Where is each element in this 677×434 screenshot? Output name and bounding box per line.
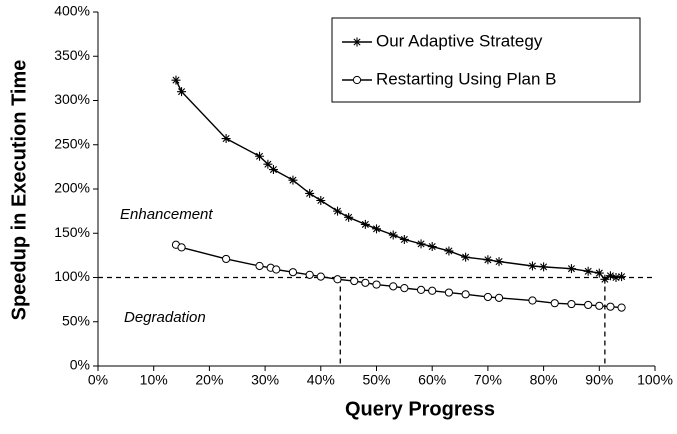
x-axis-label: Query Progress [345,398,495,420]
data-point [268,165,278,175]
data-point [594,268,604,278]
data-point [416,239,426,249]
data-point [360,219,370,229]
x-tick-label: 10% [140,372,168,388]
data-point [333,275,342,284]
data-point [222,254,231,264]
y-tick-label: 100% [54,268,90,284]
data-point [444,246,454,256]
data-point [372,224,381,234]
y-tick-label: 200% [54,180,90,196]
legend-label: Restarting Using Plan B [376,69,556,88]
y-tick-label: 250% [54,135,90,151]
y-tick-label: 350% [54,47,90,63]
y-tick-label: 150% [54,224,90,240]
legend-label: Our Adaptive Strategy [376,31,543,50]
data-point [428,286,437,295]
x-tick-label: 0% [88,372,108,388]
data-point [399,234,409,244]
data-point [527,261,537,271]
data-point [617,272,627,282]
data-point [461,290,470,299]
legend-marker [352,75,362,85]
data-point [272,265,281,274]
data-point [494,257,504,267]
x-tick-label: 80% [530,372,558,388]
data-point [171,75,181,85]
data-point [305,270,314,279]
data-point [372,280,381,289]
x-tick-label: 50% [362,372,390,388]
data-point [461,252,471,262]
data-point [263,159,273,169]
y-tick-label: 50% [62,312,90,328]
y-tick-label: 0% [70,357,90,373]
data-point [288,175,298,185]
data-point [528,296,537,305]
data-point [483,255,493,265]
data-point [606,302,615,311]
data-point [611,273,621,282]
data-point [605,271,615,281]
data-point [567,299,576,309]
data-point [288,268,298,277]
series-line [175,79,622,281]
data-point [388,230,398,240]
annotation: Enhancement [120,206,213,223]
data-point [316,272,325,281]
data-point [539,262,549,272]
y-axis-label: Speedup in Execution Time [8,60,30,321]
data-point [595,301,604,310]
data-point [583,266,593,276]
data-point [177,87,187,97]
x-tick-label: 20% [195,372,223,388]
data-point [566,264,576,274]
data-point [333,206,343,216]
annotation: Degradation [124,309,206,326]
series-line [175,244,622,309]
x-tick-label: 90% [585,372,613,388]
data-point [177,243,186,252]
x-tick-label: 60% [418,372,446,388]
legend-box [331,17,641,103]
data-point [600,274,610,284]
data-point [255,261,264,271]
data-point [494,293,504,302]
data-point [255,151,265,161]
y-tick-label: 400% [54,3,90,19]
data-point [416,285,426,294]
data-point [344,212,354,222]
y-tick-label: 300% [54,91,90,107]
data-point [584,300,593,310]
data-point [221,134,231,144]
x-tick-label: 30% [251,372,279,388]
x-tick-label: 70% [474,372,502,388]
data-point [316,196,326,206]
x-tick-label: 40% [307,372,335,388]
data-point [550,299,559,308]
data-point [483,292,492,302]
data-point [305,188,315,198]
x-tick-label: 100% [637,372,673,388]
data-point [444,288,454,297]
data-point [427,242,437,252]
data-point [400,284,409,293]
legend-marker [352,37,362,47]
data-point [617,303,626,312]
data-point [361,278,370,287]
data-point [389,282,398,291]
data-point [350,276,359,286]
